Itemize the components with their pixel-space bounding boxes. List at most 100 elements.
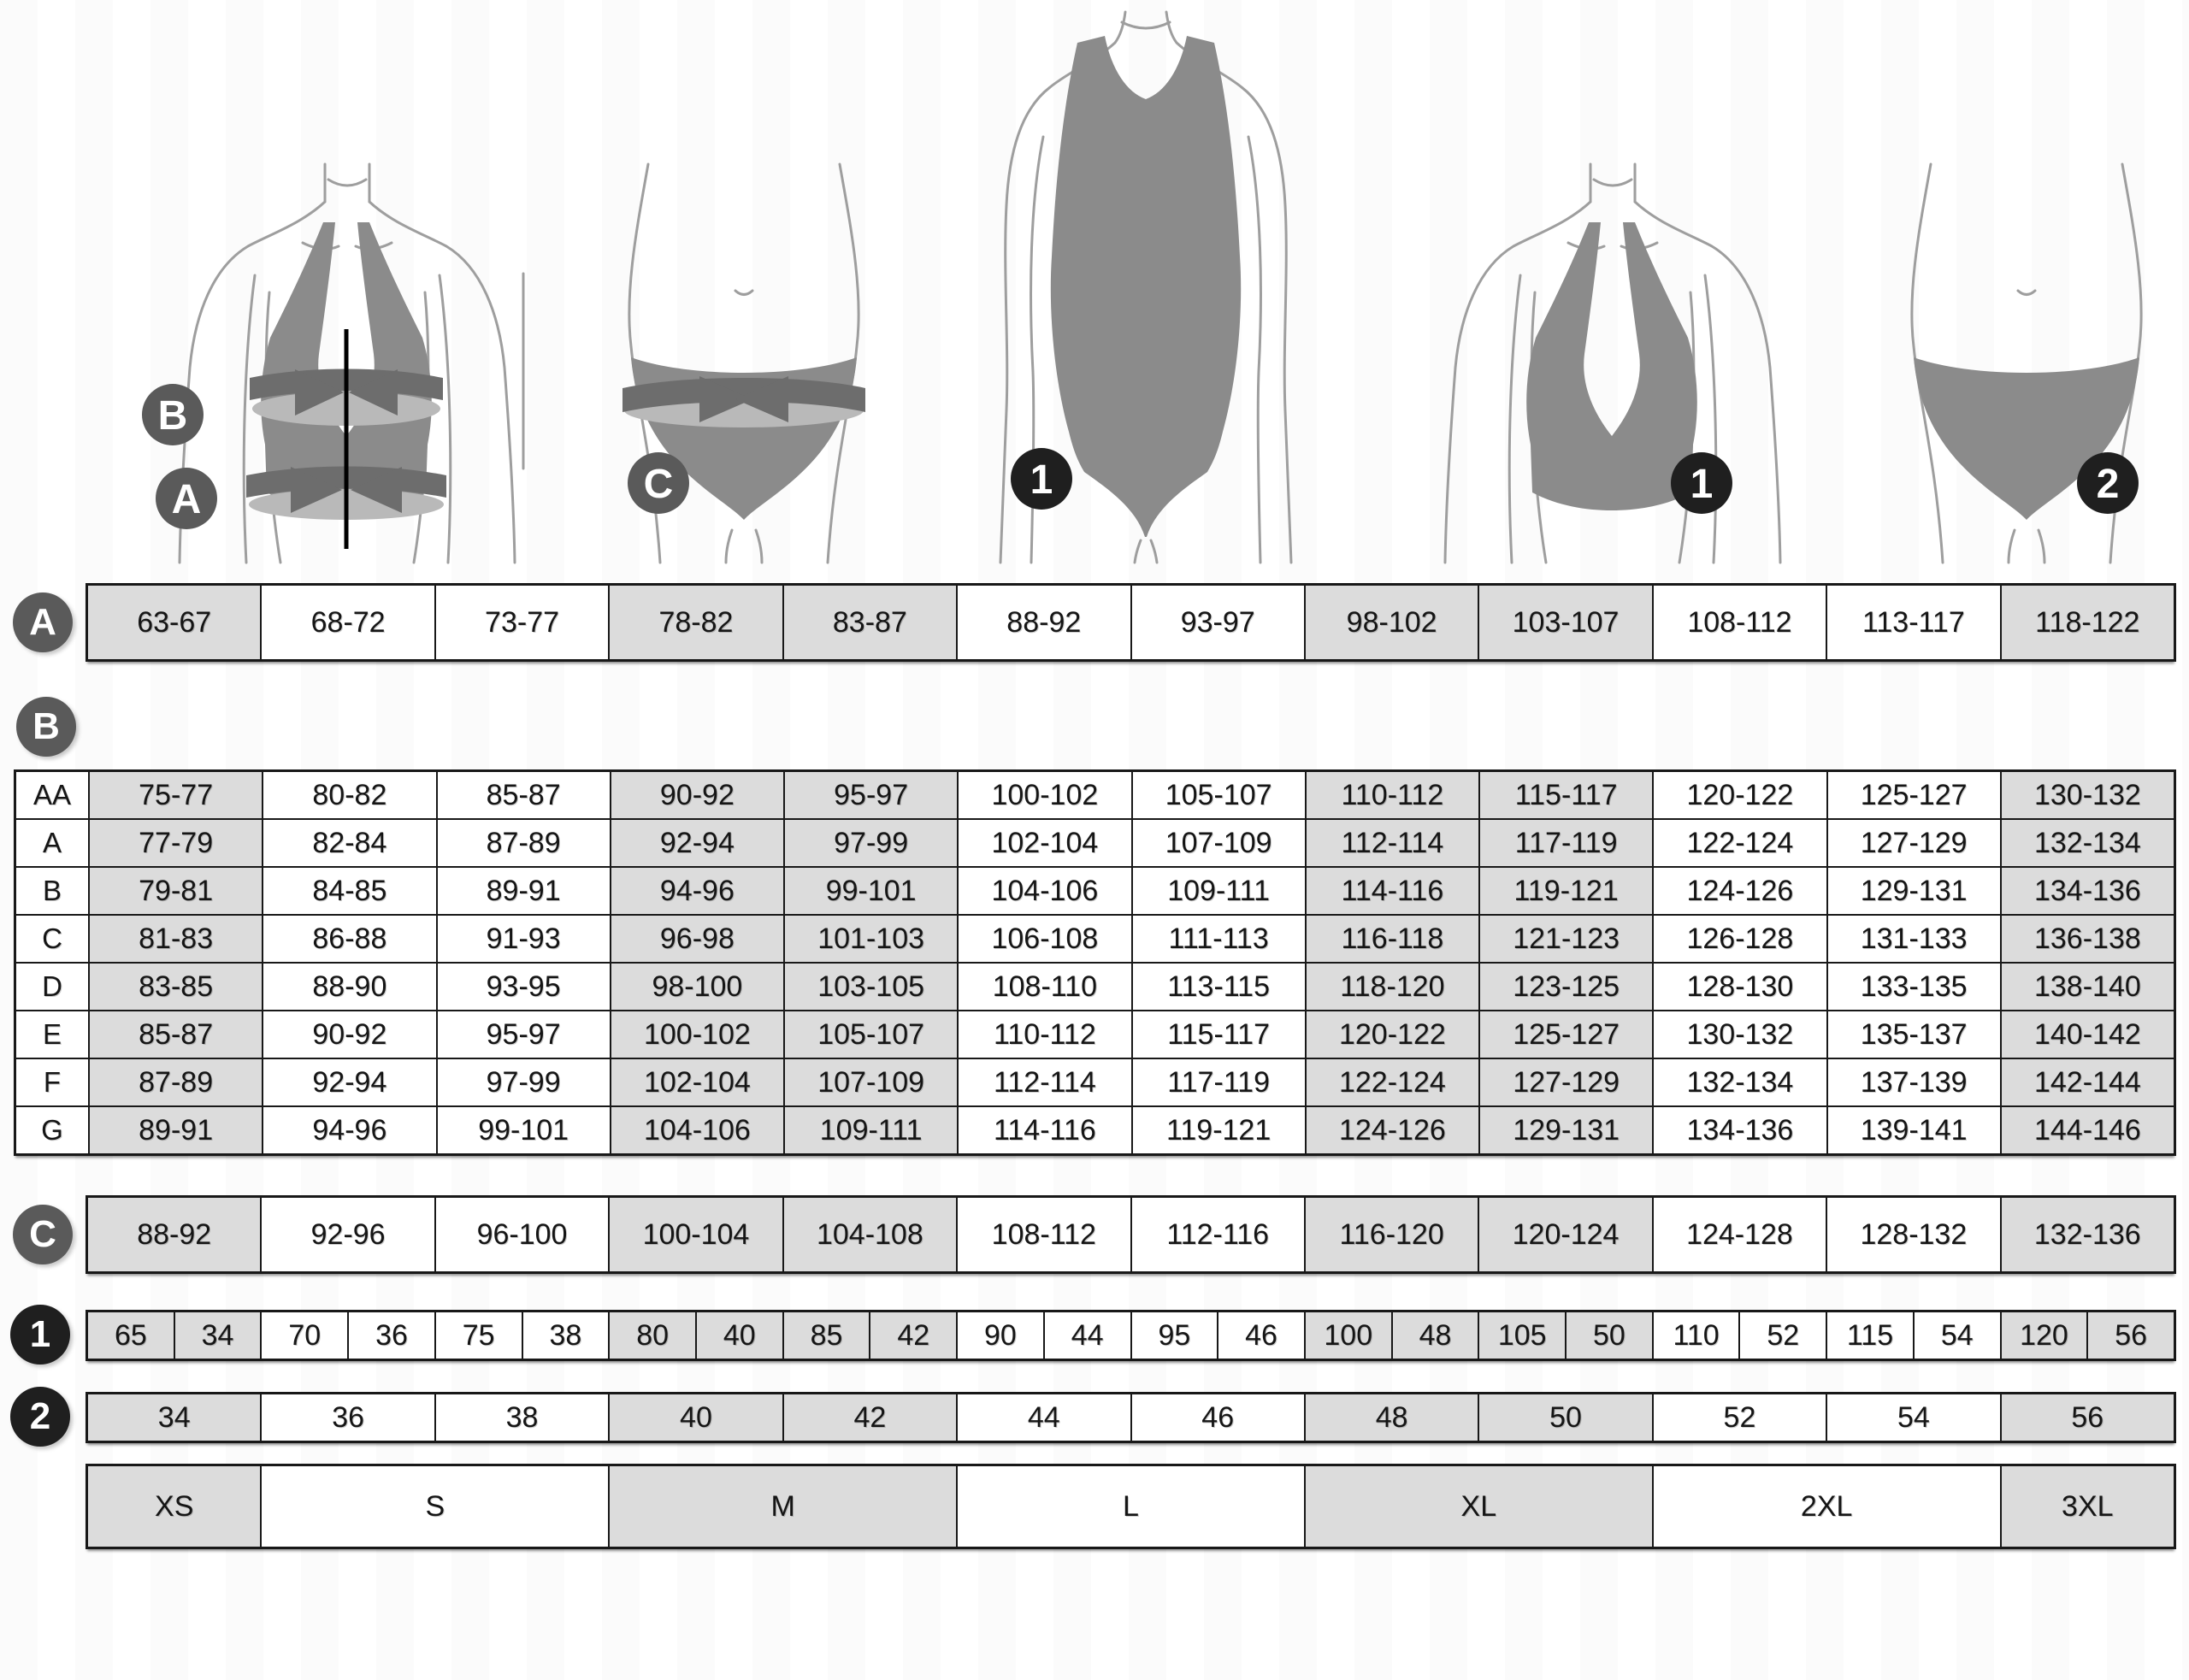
table-cell: 97-99	[785, 820, 958, 866]
size-cell: XS	[88, 1466, 261, 1547]
thigh-line	[2037, 528, 2046, 564]
table-cell: 133-135	[1827, 964, 2000, 1010]
table-cell: 36	[262, 1394, 434, 1441]
swimsuit-figure: 1	[999, 10, 1293, 564]
table-cell: 96-98	[611, 916, 783, 962]
bra-figure: 1	[1443, 162, 1782, 564]
table-cell: 100-102	[611, 1011, 783, 1058]
table-cell: 104-108	[783, 1198, 957, 1271]
table-cell: 117-119	[1480, 820, 1653, 866]
table-cell: 101-103	[785, 916, 958, 962]
table-cell: 102-104	[959, 820, 1131, 866]
cup-row-label: A	[16, 820, 88, 866]
chin-curve	[1120, 21, 1171, 30]
thigh-line	[754, 528, 764, 564]
table-cell: 114-116	[1306, 868, 1478, 914]
cup-row-label: C	[16, 916, 88, 962]
table-cell: 115	[1827, 1312, 1913, 1359]
table-cell: 112-114	[959, 1059, 1131, 1105]
thigh-line	[724, 528, 734, 564]
size-cell: M	[610, 1466, 957, 1547]
table-cell: 56	[2001, 1394, 2174, 1441]
table-cell: 92-94	[611, 820, 783, 866]
body-outline	[1165, 10, 1293, 564]
marker-1-circle	[1011, 448, 1072, 510]
table-cell: 99-101	[785, 868, 958, 914]
table-cell: 90-92	[611, 772, 783, 818]
table-cell: 110	[1653, 1312, 1739, 1359]
table-cell: 104-106	[611, 1107, 783, 1153]
table-cell: 125-127	[1480, 1011, 1653, 1058]
table-cell: 88-92	[958, 586, 1130, 659]
marker-b-label: B	[158, 393, 188, 439]
letter-size-row-table: XS S M L XL 2XL 3XL	[86, 1464, 2176, 1549]
table-cell: 111-113	[1132, 916, 1305, 962]
table-cell: 122-124	[1306, 1059, 1478, 1105]
bra-measurement-figure: B A	[142, 162, 525, 564]
table-cell: 132-134	[1654, 1059, 1826, 1105]
bra-size-row-table: 65 34 70 36 75 38 80 40 85 42 90 44 95 4…	[86, 1310, 2176, 1361]
table-cell: 131-133	[1827, 916, 2000, 962]
table-cell: 113-117	[1827, 586, 2000, 659]
table-cell: 128-130	[1654, 964, 1826, 1010]
table-cell: 100	[1305, 1312, 1391, 1359]
table-cell: 108-112	[1653, 586, 1826, 659]
table-cell: 134-136	[1654, 1107, 1826, 1153]
table-cell: 109-111	[1132, 868, 1305, 914]
briefs-shape	[1914, 357, 2139, 520]
table-cell: 36	[349, 1312, 434, 1359]
table-cell: 124-128	[1653, 1198, 1826, 1271]
table-cell: 42	[783, 1394, 957, 1441]
table-cell: 95	[1131, 1312, 1218, 1359]
table-cell: 115-117	[1480, 772, 1653, 818]
row-2-marker: 2	[10, 1387, 70, 1447]
briefs-figure: 2	[1910, 162, 2143, 564]
hip-outline	[826, 162, 860, 564]
table-cell: 107-109	[1132, 820, 1305, 866]
arm-outline	[1443, 200, 1592, 564]
table-cell: 124-126	[1306, 1107, 1478, 1153]
table-cell: 78-82	[610, 586, 782, 659]
arrow-right-icon	[699, 376, 752, 422]
table-cell: 85	[783, 1312, 870, 1359]
cup-row-label: D	[16, 964, 88, 1010]
table-cell: 87-89	[90, 1059, 263, 1105]
table-cell: 106-108	[959, 916, 1131, 962]
arm-inner-line	[438, 274, 452, 564]
marker-c-label: C	[644, 462, 674, 507]
row-2-marker-label: 2	[29, 1395, 51, 1437]
table-cell: 99-101	[437, 1107, 610, 1153]
table-cell: 50	[1567, 1312, 1652, 1359]
table-cell: 79-81	[90, 868, 263, 914]
row-1-marker-label: 1	[29, 1313, 51, 1355]
arm-outline	[368, 200, 516, 564]
table-cell: 75	[435, 1312, 522, 1359]
table-cell: 40	[610, 1394, 782, 1441]
table-cell: 137-139	[1827, 1059, 2000, 1105]
navel-line	[734, 289, 754, 296]
table-cell: 120-124	[1479, 1198, 1652, 1271]
table-cell: 94-96	[611, 868, 783, 914]
table-cell: 48	[1305, 1394, 1478, 1441]
table-cell: 92-96	[262, 1198, 434, 1271]
arrow-left-icon	[735, 376, 788, 422]
table-cell: 122-124	[1654, 820, 1826, 866]
marker-2-label: 2	[2097, 462, 2120, 507]
table-cell: 110-112	[1306, 772, 1478, 818]
arm-inner-line	[1508, 274, 1522, 564]
table-cell: 40	[696, 1312, 782, 1359]
table-cell: 129-131	[1827, 868, 2000, 914]
table-cell: 38	[522, 1312, 609, 1359]
table-cell: 46	[1218, 1312, 1304, 1359]
table-cell: 88-90	[263, 964, 436, 1010]
leg-line	[1133, 539, 1142, 564]
table-cell: 82-84	[263, 820, 436, 866]
arm-inner-line	[1247, 135, 1262, 564]
swimsuit-shape	[1050, 36, 1242, 537]
table-cell: 91-93	[437, 916, 610, 962]
table-cell: 108-112	[958, 1198, 1130, 1271]
table-cell: 132-136	[2001, 1198, 2174, 1271]
size-cell: L	[958, 1466, 1304, 1547]
table-cell: 75-77	[90, 772, 263, 818]
